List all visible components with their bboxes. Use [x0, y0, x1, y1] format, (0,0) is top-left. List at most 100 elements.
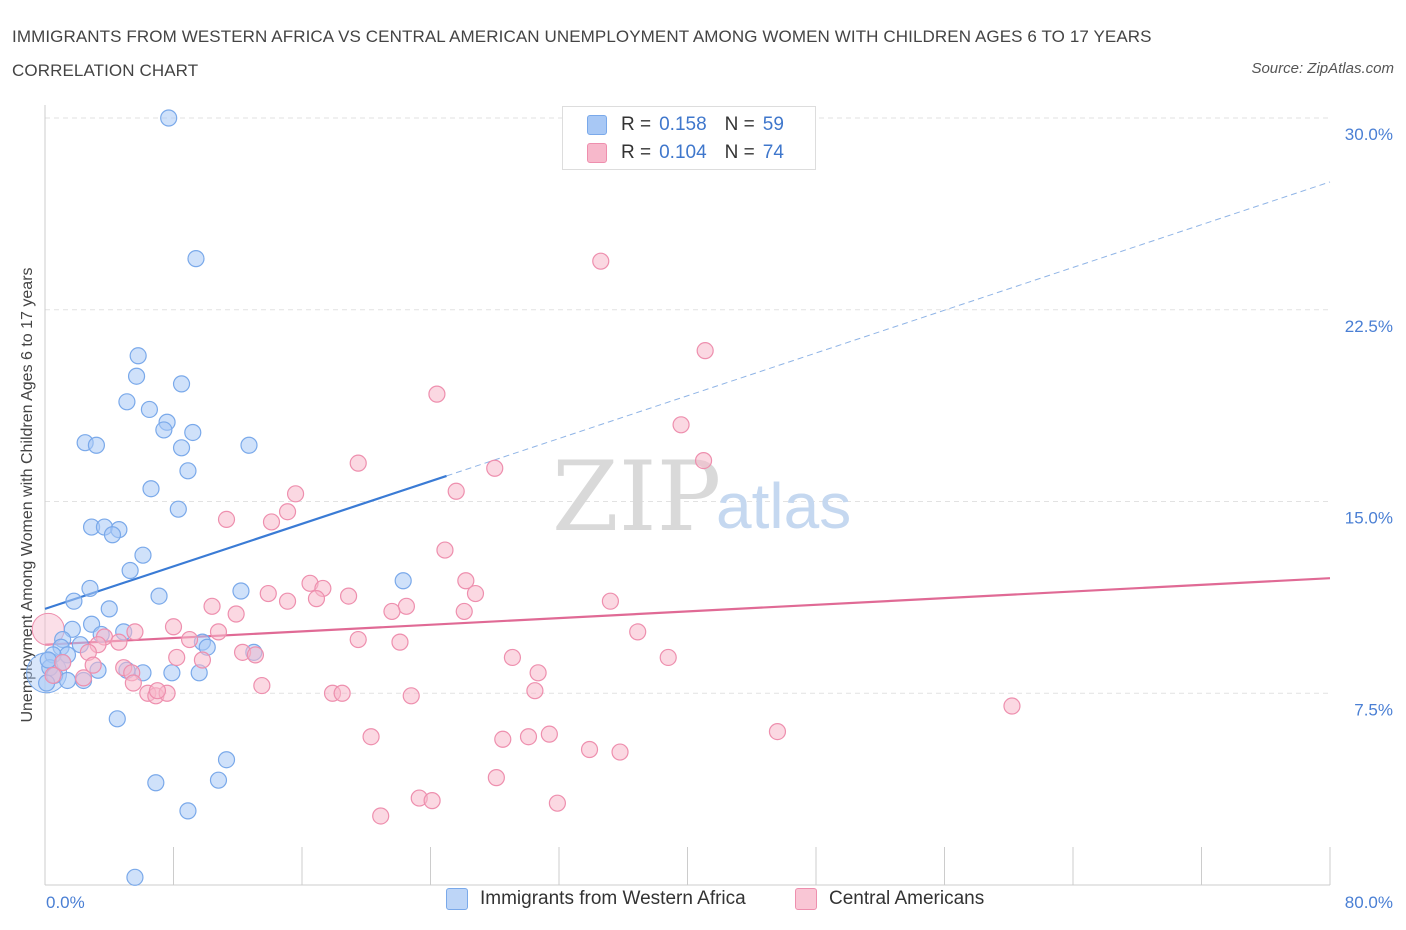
y-tick-label: 30.0%	[1345, 125, 1393, 144]
legend-row-central-americans: R = 0.104 N = 74	[587, 141, 784, 165]
point-western-africa	[134, 546, 152, 564]
point-central-americans	[391, 633, 409, 651]
point-central-americans	[397, 597, 416, 615]
point-western-africa	[155, 421, 173, 439]
trend-lines	[44, 181, 1331, 646]
point-central-americans	[307, 590, 326, 608]
point-western-africa	[172, 375, 191, 393]
point-western-africa	[118, 393, 136, 411]
legend-swatch-pink	[587, 143, 607, 163]
point-western-africa	[179, 462, 197, 480]
data-points	[26, 109, 1021, 886]
point-central-americans	[168, 648, 186, 667]
point-western-africa	[140, 400, 159, 419]
point-central-americans	[548, 794, 566, 812]
point-western-africa	[39, 651, 57, 669]
point-central-americans	[423, 792, 441, 810]
series-legend: Immigrants from Western Africa Central A…	[0, 888, 1406, 916]
point-central-americans	[278, 503, 297, 521]
point-central-americans	[44, 666, 62, 684]
point-central-americans	[486, 459, 504, 477]
point-western-africa	[179, 802, 197, 820]
watermark-atlas: atlas	[716, 470, 851, 542]
series-swatch-pink	[795, 888, 817, 910]
point-central-americans	[696, 342, 714, 360]
point-central-americans	[659, 648, 677, 667]
point-central-americans	[333, 684, 351, 702]
point-central-americans	[259, 584, 277, 603]
point-western-africa	[58, 671, 77, 690]
point-western-africa	[394, 572, 412, 590]
point-western-africa	[150, 587, 168, 605]
series-legend-label: Central Americans	[829, 888, 985, 909]
legend-r-label: R =	[621, 114, 652, 135]
point-central-americans	[339, 587, 358, 605]
point-central-americans	[124, 674, 142, 692]
point-central-americans	[278, 592, 297, 610]
legend-n-value: 59	[762, 114, 784, 135]
point-western-africa	[217, 751, 236, 769]
point-western-africa	[87, 436, 106, 454]
series-swatch-blue	[446, 888, 468, 910]
point-central-americans	[503, 648, 522, 667]
point-western-africa	[81, 579, 99, 598]
point-western-africa	[160, 109, 178, 127]
source-note: Source: ZipAtlas.com	[1251, 60, 1394, 77]
point-central-americans	[349, 454, 367, 472]
point-central-americans	[126, 623, 144, 641]
point-central-americans	[601, 592, 620, 610]
legend-r-label: R =	[621, 142, 652, 163]
point-central-americans	[74, 669, 93, 687]
point-western-africa	[121, 561, 139, 580]
point-central-americans	[349, 630, 367, 649]
point-western-africa	[65, 592, 83, 610]
point-central-americans	[84, 656, 102, 674]
point-central-americans	[529, 664, 547, 682]
axes	[44, 105, 1331, 886]
series-legend-label: Immigrants from Western Africa	[480, 888, 746, 909]
point-central-americans	[180, 630, 199, 649]
legend-r-value: 0.104	[659, 142, 707, 163]
point-central-americans	[457, 572, 475, 590]
point-central-americans	[227, 605, 245, 623]
point-central-americans	[428, 385, 446, 403]
point-western-africa	[172, 439, 191, 457]
point-central-americans	[494, 730, 512, 748]
y-tick-label: 15.0%	[1345, 509, 1393, 528]
point-central-americans	[164, 618, 183, 636]
x-tick-label: 80.0%	[1345, 893, 1393, 912]
point-central-americans	[519, 728, 538, 746]
series-legend-western-africa: Immigrants from Western Africa	[446, 888, 746, 910]
point-central-americans	[436, 541, 454, 559]
point-central-americans	[487, 769, 505, 787]
point-central-americans	[466, 584, 485, 603]
point-central-americans	[193, 651, 212, 669]
point-western-africa	[129, 347, 147, 365]
y-tick-label: 22.5%	[1345, 317, 1393, 336]
point-central-americans	[110, 633, 128, 651]
legend-row-western-africa: R = 0.158 N = 59	[587, 113, 784, 137]
legend: R = 0.158 N = 59 R = 0.104 N = 74	[562, 106, 816, 170]
point-central-americans	[203, 597, 221, 615]
point-central-americans	[526, 682, 544, 700]
point-western-africa	[232, 582, 250, 600]
legend-r-value: 0.158	[659, 114, 707, 135]
tick-labels: 7.5% 15.0% 22.5% 30.0% 0.0% 80.0%	[46, 125, 1393, 912]
trend-line-1	[44, 577, 1331, 646]
point-central-americans	[672, 416, 690, 434]
point-central-americans	[629, 623, 647, 641]
point-central-americans	[455, 602, 473, 621]
point-central-americans	[611, 743, 629, 761]
point-western-africa	[100, 600, 118, 618]
chart-title: IMMIGRANTS FROM WESTERN AFRICA VS CENTRA…	[12, 27, 1152, 80]
x-tick-label: 0.0%	[46, 893, 85, 912]
legend-n-label: N =	[724, 114, 755, 135]
point-central-americans	[209, 623, 228, 641]
point-central-americans	[262, 513, 281, 531]
y-tick-label: 7.5%	[1354, 700, 1393, 719]
point-central-americans	[580, 740, 599, 759]
watermark: ZIP atlas	[552, 441, 851, 553]
point-central-americans	[402, 687, 420, 705]
point-central-americans	[768, 722, 787, 741]
